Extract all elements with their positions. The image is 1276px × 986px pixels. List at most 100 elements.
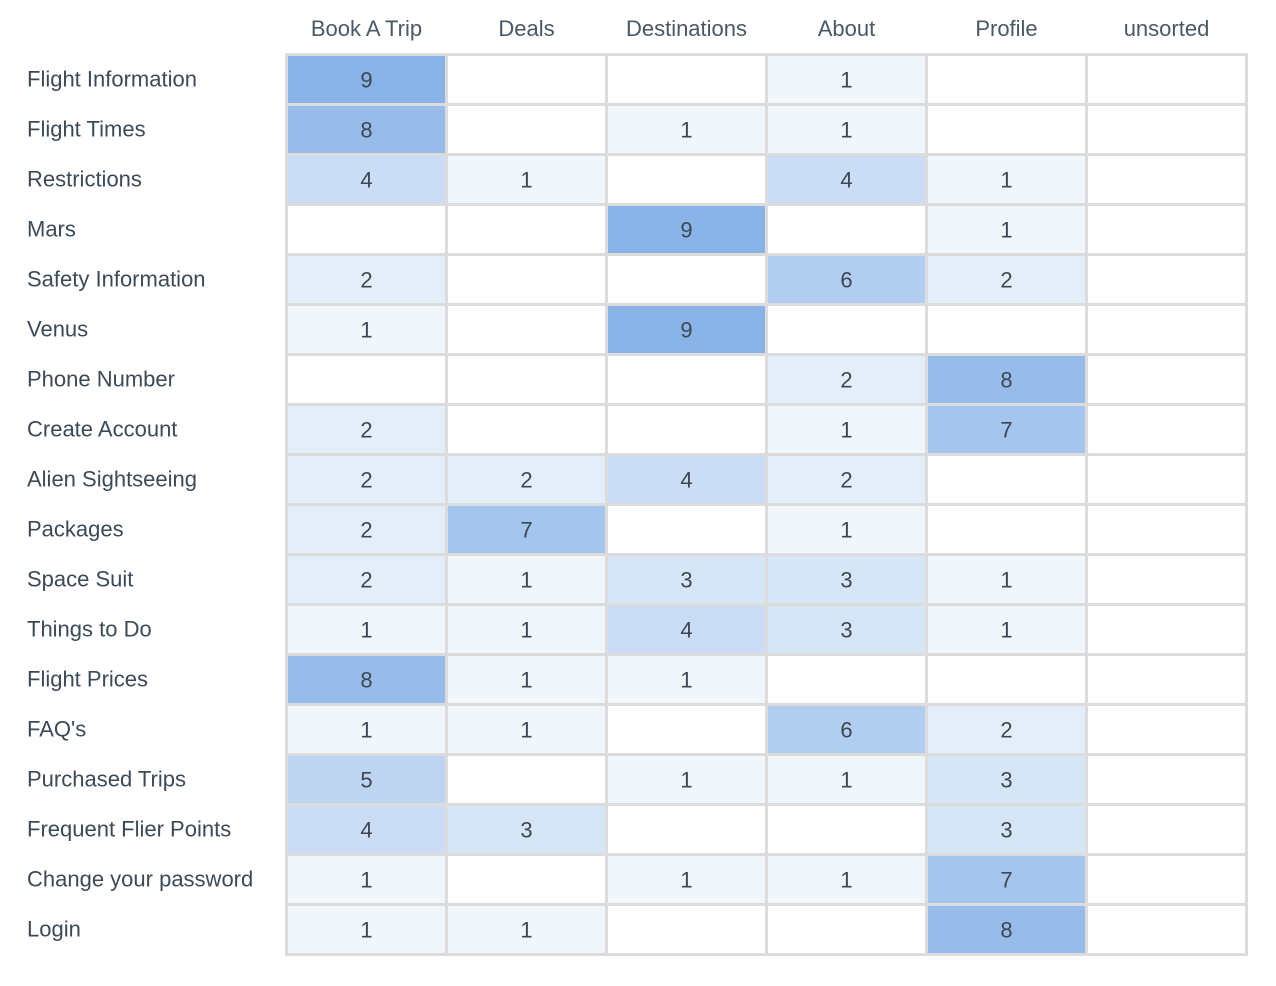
heatmap-cell: [288, 856, 445, 903]
heatmap-cell: [288, 206, 445, 253]
heatmap-cell: [1088, 256, 1245, 303]
row-label: Phone Number: [27, 367, 175, 392]
heatmap-cell: [768, 206, 925, 253]
heatmap-cell: [768, 806, 925, 853]
cell-value-label: 3: [1000, 768, 1012, 793]
row-label: Restrictions: [27, 167, 142, 192]
heatmap-cell: [608, 156, 765, 203]
cell-value-label: 5: [360, 768, 372, 793]
heatmap-cell: [768, 456, 925, 503]
heatmap-cell: [448, 306, 605, 353]
row-label: Space Suit: [27, 567, 133, 592]
heatmap-cell: [928, 106, 1085, 153]
heatmap-cell: [608, 656, 765, 703]
cell-value-label: 3: [520, 818, 532, 843]
heatmap-cell: [1088, 506, 1245, 553]
cell-value-label: 1: [1000, 218, 1012, 243]
cell-value-label: 1: [520, 168, 532, 193]
heatmap-cell: [1088, 906, 1245, 953]
heatmap-cell: [608, 406, 765, 453]
cell-value-label: 2: [360, 268, 372, 293]
heatmap-cell: [1088, 756, 1245, 803]
cell-value-label: 1: [840, 768, 852, 793]
row-label: Mars: [27, 217, 76, 242]
heatmap-cell: [1088, 206, 1245, 253]
heatmap-cell: [608, 206, 765, 253]
heatmap-cell: [288, 656, 445, 703]
heatmap-cell: [448, 656, 605, 703]
heatmap-cell: [448, 156, 605, 203]
heatmap-cell: [928, 706, 1085, 753]
heatmap-cell: [608, 756, 765, 803]
heatmap-cell: [768, 156, 925, 203]
cell-value-label: 6: [840, 718, 852, 743]
heatmap-cell: [608, 56, 765, 103]
heatmap-cell: [608, 806, 765, 853]
heatmap-cell: [768, 556, 925, 603]
row-label: Alien Sightseeing: [27, 467, 197, 492]
heatmap-cell: [288, 506, 445, 553]
cell-value-label: 1: [360, 868, 372, 893]
heatmap-cell: [1088, 856, 1245, 903]
heatmap-cell: [928, 356, 1085, 403]
cell-value-label: 1: [360, 618, 372, 643]
row-label: Purchased Trips: [27, 767, 186, 792]
heatmap-cell: [448, 406, 605, 453]
cell-value-label: 4: [360, 168, 372, 193]
heatmap-cell: [928, 906, 1085, 953]
cell-value-label: 8: [360, 668, 372, 693]
cell-value-label: 1: [520, 718, 532, 743]
row-label: Flight Prices: [27, 667, 148, 692]
cell-value-label: 1: [680, 768, 692, 793]
cell-value-label: 1: [840, 418, 852, 443]
heatmap-cell: [608, 256, 765, 303]
cell-value-label: 8: [1000, 918, 1012, 943]
cell-value-label: 2: [520, 468, 532, 493]
heatmap-cell: [288, 606, 445, 653]
heatmap-cell: [928, 556, 1085, 603]
cell-value-label: 1: [360, 918, 372, 943]
cell-value-label: 9: [680, 218, 692, 243]
cell-value-label: 3: [840, 568, 852, 593]
heatmap-cell: [928, 256, 1085, 303]
row-label: Packages: [27, 517, 124, 542]
heatmap-cell: [448, 206, 605, 253]
heatmap-cell: [1088, 706, 1245, 753]
column-header: About: [818, 16, 876, 41]
row-label: Safety Information: [27, 267, 206, 292]
cell-value-label: 1: [360, 718, 372, 743]
heatmap-cell: [608, 506, 765, 553]
cell-value-label: 1: [360, 318, 372, 343]
heatmap-cell: [608, 556, 765, 603]
heatmap-cell: [448, 806, 605, 853]
heatmap-cell: [288, 756, 445, 803]
cell-value-label: 4: [680, 618, 692, 643]
heatmap-cell: [608, 106, 765, 153]
heatmap-cell: [928, 156, 1085, 203]
heatmap-cell: [768, 906, 925, 953]
heatmap-cell: [608, 856, 765, 903]
heatmap-cell: [608, 356, 765, 403]
cell-value-label: 2: [1000, 268, 1012, 293]
cell-value-label: 7: [520, 518, 532, 543]
cell-value-label: 1: [840, 68, 852, 93]
heatmap-cell: [1088, 156, 1245, 203]
heatmap-cell: [448, 856, 605, 903]
column-header: Profile: [975, 16, 1037, 41]
row-label: Change your password: [27, 867, 253, 892]
heatmap-grid-background: [285, 53, 1248, 956]
heatmap-cell: [608, 456, 765, 503]
heatmap-cell: [1088, 456, 1245, 503]
heatmap-cell: [768, 106, 925, 153]
heatmap-cell: [288, 456, 445, 503]
cell-value-label: 2: [360, 418, 372, 443]
heatmap-cell: [288, 556, 445, 603]
cell-value-label: 2: [1000, 718, 1012, 743]
cell-value-label: 1: [520, 918, 532, 943]
heatmap-cell: [608, 606, 765, 653]
heatmap-cell: [288, 806, 445, 853]
heatmap-cell: [448, 706, 605, 753]
heatmap-cell: [1088, 656, 1245, 703]
row-label: Things to Do: [27, 617, 152, 642]
